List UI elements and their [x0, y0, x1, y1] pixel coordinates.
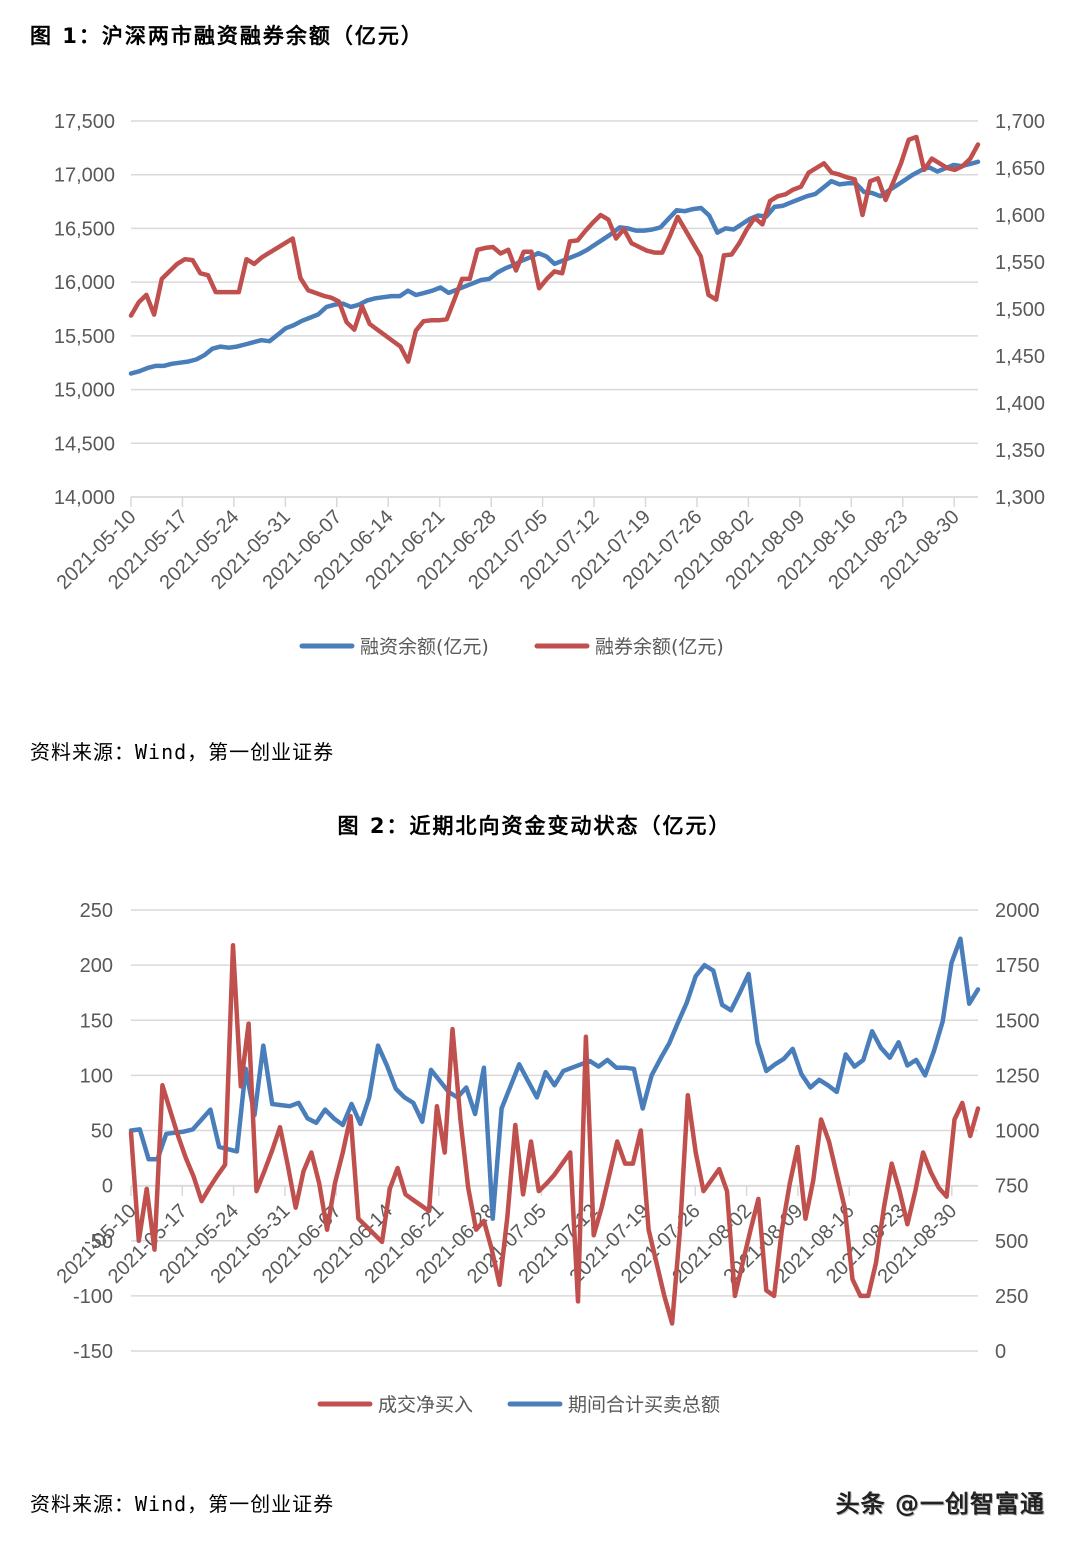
legend-label: 融资余额(亿元) [360, 636, 489, 658]
y-right-tick-label: 1,350 [995, 440, 1045, 462]
y-right-tick-label: 1,700 [995, 111, 1045, 133]
chart2-northbound-flow: -150 -100 -50 0 50 100 150 200 250 0 250 500 750 1000… [53, 900, 1040, 1416]
y-right-tick-label: 1,300 [995, 487, 1045, 509]
y-right-tick-label: 2000 [995, 900, 1040, 922]
y-right-tick-label: 1,500 [995, 299, 1045, 321]
y-right-tick-label: 500 [995, 1231, 1028, 1253]
series-line-0 [128, 159, 981, 376]
y-right-tick-label: 1750 [995, 955, 1040, 977]
legend-label: 成交净买入 [378, 1394, 473, 1416]
y-left-tick-label: 14,500 [54, 433, 115, 455]
y-left-tick-label: 200 [80, 955, 113, 977]
y-left-tick-label: -150 [73, 1341, 113, 1363]
y-right-tick-label: 1500 [995, 1010, 1040, 1032]
y-left-tick-label: 50 [91, 1121, 113, 1143]
y-left-tick-label: 15,500 [54, 326, 115, 348]
y-left-tick-label: 17,000 [54, 165, 115, 187]
y-left-tick-label: 16,000 [54, 272, 115, 294]
y-right-tick-label: 0 [995, 1341, 1006, 1363]
y-right-tick-label: 1,650 [995, 158, 1045, 180]
y-left-tick-label: 17,500 [54, 111, 115, 133]
legend-label: 期间合计买卖总额 [568, 1394, 720, 1416]
y-right-tick-label: 250 [995, 1286, 1028, 1308]
y-right-tick-label: 1250 [995, 1065, 1040, 1087]
y-left-tick-label: -100 [73, 1286, 113, 1308]
legend-label: 融券余额(亿元) [595, 636, 724, 658]
chart1-margin-balance: 14,000 14,500 15,000 15,500 16,000 16,500 17,0… [53, 111, 1045, 658]
series-line-1 [128, 936, 981, 1221]
y-right-tick-label: 1,400 [995, 393, 1045, 415]
y-left-tick-label: 100 [80, 1065, 113, 1087]
y-left-tick-label: 150 [80, 1010, 113, 1032]
figure1-source: 资料来源：Wind，第一创业证券 [30, 740, 335, 764]
y-left-tick-label: 16,500 [54, 218, 115, 240]
y-left-tick-label: 15,000 [54, 380, 115, 402]
y-left-tick-label: 14,000 [54, 487, 115, 509]
y-left-tick-label: 0 [102, 1176, 113, 1198]
y-right-tick-label: 1000 [995, 1121, 1040, 1143]
y-left-tick-label: 250 [80, 900, 113, 922]
y-left-tick-label: -50 [84, 1231, 113, 1253]
y-right-tick-label: 1,550 [995, 252, 1045, 274]
y-right-tick-label: 1,600 [995, 205, 1045, 227]
figure2-source: 资料来源：Wind，第一创业证券 [30, 1492, 335, 1516]
watermark: 头条 @一创智富通 [835, 1490, 1045, 1518]
figure2-title: 图 2：近期北向资金变动状态（亿元） [337, 814, 732, 838]
figure1-title: 图 1：沪深两市融资融券余额（亿元） [30, 24, 424, 48]
series-line-0 [128, 943, 981, 1326]
series-line-1 [128, 134, 981, 364]
y-right-tick-label: 750 [995, 1176, 1028, 1198]
y-right-tick-label: 1,450 [995, 346, 1045, 368]
